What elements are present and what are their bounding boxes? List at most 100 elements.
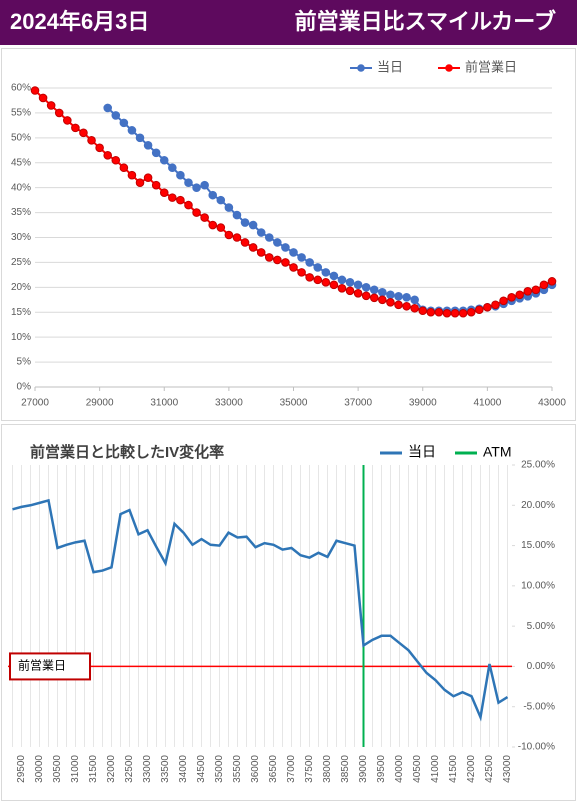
point (184, 178, 193, 187)
y-tick-label: 15.00% (521, 540, 555, 551)
point (192, 183, 201, 192)
y-tick-label: 60% (11, 83, 31, 94)
point (386, 290, 395, 300)
x-tick-label: 43000 (538, 398, 566, 409)
point (224, 203, 234, 212)
x-tick-label: 35500 (232, 755, 243, 783)
x-tick-label: 36000 (250, 755, 261, 783)
point (499, 296, 508, 306)
point (168, 193, 177, 202)
point (369, 293, 379, 303)
point (378, 295, 387, 305)
x-tick-label: 31000 (150, 398, 178, 409)
point (321, 278, 331, 287)
point (103, 103, 113, 113)
x-tick-label: 37500 (304, 755, 315, 783)
point (345, 286, 355, 296)
point (483, 302, 492, 312)
point (345, 278, 355, 287)
y-tick-label: 5% (17, 357, 32, 368)
point (159, 188, 169, 197)
x-tick-label: 41500 (448, 755, 459, 783)
point (224, 230, 234, 240)
point (232, 233, 242, 242)
chart-panel (1, 48, 576, 421)
legend-label: 当日 (408, 444, 436, 460)
y-tick-label: 0.00% (527, 661, 555, 672)
point (208, 220, 218, 230)
y-tick-label: 5.00% (527, 621, 555, 632)
x-tick-label: 37000 (344, 398, 372, 409)
point (466, 307, 476, 317)
point (127, 170, 137, 180)
point (54, 108, 64, 118)
point (256, 248, 266, 257)
point (111, 155, 121, 165)
chart-title: 前営業日と比較したIV変化率 (30, 443, 224, 461)
point (79, 128, 88, 138)
point (410, 295, 419, 305)
legend-label: 当日 (377, 59, 403, 74)
x-tick-label: 42000 (466, 755, 477, 783)
point (523, 287, 533, 296)
x-tick-label: 32500 (124, 755, 135, 783)
y-tick-label: 20% (11, 282, 31, 293)
x-tick-label: 33000 (215, 398, 243, 409)
header-bar (0, 0, 577, 45)
point (329, 271, 339, 281)
y-tick-label: 45% (11, 157, 31, 168)
header-date: 2024年6月3日 (10, 9, 149, 34)
point (337, 275, 347, 285)
point (208, 190, 218, 200)
x-tick-label: 32000 (106, 755, 117, 783)
point (192, 208, 201, 217)
x-tick-label: 40000 (394, 755, 405, 783)
y-tick-label: -10.00% (518, 742, 555, 753)
x-tick-label: 29000 (86, 398, 114, 409)
point (200, 180, 209, 190)
point (46, 101, 56, 110)
point (127, 126, 137, 135)
point (256, 228, 266, 237)
legend-label: 前営業日 (465, 59, 517, 74)
point (353, 280, 363, 290)
point (71, 123, 80, 133)
x-tick-label: 43000 (502, 755, 513, 783)
legend-label: ATM (483, 444, 512, 460)
x-tick-label: 39000 (358, 755, 369, 783)
point (297, 253, 306, 262)
point (321, 268, 331, 277)
point (273, 238, 282, 247)
point (361, 283, 371, 292)
point (313, 275, 323, 285)
x-tick-label: 27000 (21, 398, 49, 409)
point (386, 297, 395, 307)
x-tick-label: 39500 (376, 755, 387, 783)
x-tick-label: 42500 (484, 755, 495, 783)
point (216, 223, 226, 232)
x-tick-label: 33500 (160, 755, 171, 783)
point (143, 173, 153, 182)
point (119, 118, 129, 128)
point (305, 258, 314, 267)
y-tick-label: 10% (11, 332, 31, 343)
point (402, 301, 411, 311)
point (289, 248, 298, 257)
point (515, 290, 524, 300)
x-tick-label: 40500 (412, 755, 423, 783)
point (353, 289, 363, 298)
point (273, 255, 282, 265)
point (111, 111, 121, 120)
point (184, 200, 193, 210)
point (143, 141, 153, 150)
point (394, 300, 403, 310)
x-tick-label: 30500 (52, 755, 63, 783)
point (87, 136, 96, 145)
x-tick-label: 35000 (280, 398, 308, 409)
legend-marker (445, 64, 453, 72)
x-tick-label: 34500 (196, 755, 207, 783)
point (95, 143, 104, 153)
point (176, 195, 185, 205)
reference-box (9, 652, 91, 681)
x-tick-label: 38500 (340, 755, 351, 783)
